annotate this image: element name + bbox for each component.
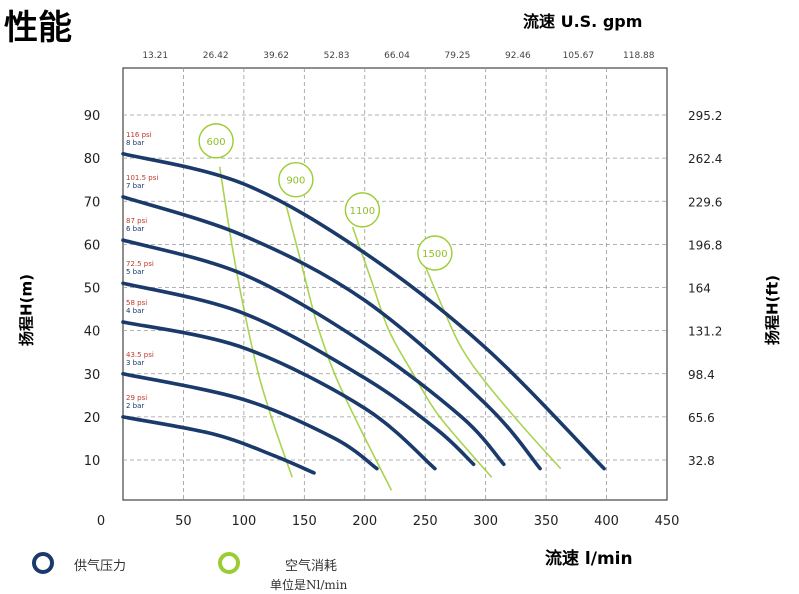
pressure-curve-bar-label: 7 bar xyxy=(126,182,144,190)
air-consumption-bubble xyxy=(198,123,234,159)
y2-tick-label: 164 xyxy=(688,282,711,296)
y2-tick-label: 98.4 xyxy=(688,368,715,382)
x-tick-label: 50 xyxy=(175,514,192,529)
y-tick-label: 90 xyxy=(84,109,101,124)
pressure-curve-bar-label: 2 bar xyxy=(126,402,144,410)
x2-tick-label: 66.04 xyxy=(384,51,410,61)
top-axis-title: 流速 U.S. gpm xyxy=(523,12,643,31)
pressure-curve-psi-label: 29 psi xyxy=(126,394,147,402)
pressure-curve-2 xyxy=(121,195,542,471)
pressure-curve-3 xyxy=(121,238,506,467)
x2-tick-label: 92.46 xyxy=(505,51,531,61)
pressure-curve-6 xyxy=(121,372,379,471)
pressure-legend-marker xyxy=(32,552,54,574)
x2-tick-label: 79.25 xyxy=(445,51,471,61)
y2-tick-label: 65.6 xyxy=(688,411,715,425)
air-legend-marker xyxy=(218,552,240,574)
y2-tick-label: 131.2 xyxy=(688,325,722,339)
x2-tick-label: 13.21 xyxy=(142,51,168,61)
pressure-curve-psi-label: 58 psi xyxy=(126,299,147,307)
pressure-curve-psi-label: 72.5 psi xyxy=(126,260,154,268)
pressure-curve-psi-label: 116 psi xyxy=(126,131,152,139)
pressure-curve-bar-label: 6 bar xyxy=(126,225,144,233)
y2-tick-label: 262.4 xyxy=(688,152,722,166)
pressure-curve-4 xyxy=(121,281,476,467)
pressure-curve-7 xyxy=(121,415,316,475)
air-consumption-curve-900 xyxy=(285,205,393,491)
y-tick-label: 30 xyxy=(84,368,101,383)
air-consumption-bubble xyxy=(344,192,381,228)
y-tick-label: 60 xyxy=(84,238,101,253)
air-consumption-bubble-label: 1500 xyxy=(422,249,447,260)
y-tick-label: 50 xyxy=(84,282,101,297)
air-legend-label: 空气消耗 xyxy=(285,559,338,574)
pressure-legend-label: 供气压力 xyxy=(74,559,127,574)
y2-tick-label: 196.8 xyxy=(688,238,722,252)
air-consumption-curve-600 xyxy=(218,166,293,478)
y2-tick-label: 229.6 xyxy=(688,195,722,209)
air-legend-unit: 单位是Nl/min xyxy=(270,578,348,592)
y-tick-label: 80 xyxy=(84,152,101,167)
air-consumption-curve-1500 xyxy=(424,265,562,470)
air-consumption-bubble-label: 900 xyxy=(286,176,305,187)
bottom-axis-title: 流速 l/min xyxy=(545,549,633,569)
pressure-curve-psi-label: 101.5 psi xyxy=(126,174,158,182)
pressure-curve-bar-label: 4 bar xyxy=(126,307,144,315)
x2-tick-label: 52.83 xyxy=(324,51,350,61)
y2-tick-label: 32.8 xyxy=(688,454,715,468)
pressure-curve-psi-label: 43.5 psi xyxy=(126,351,154,359)
y-tick-label: 10 xyxy=(84,454,101,469)
x-tick-label: 300 xyxy=(473,514,498,529)
y-tick-label: 70 xyxy=(84,195,101,210)
x2-tick-label: 39.62 xyxy=(263,51,289,61)
y-tick-label: 40 xyxy=(84,325,101,340)
air-consumption-bubble-label: 600 xyxy=(207,137,226,148)
page-title: 性能 xyxy=(4,8,72,48)
x-tick-label: 400 xyxy=(594,514,619,529)
x-tick-label: 100 xyxy=(231,514,256,529)
air-consumption-bubble xyxy=(417,235,453,271)
pressure-curve-bar-label: 8 bar xyxy=(126,139,144,147)
x-tick-label: 250 xyxy=(413,514,438,529)
pressure-curve-bar-label: 5 bar xyxy=(126,268,144,276)
air-consumption-bubble-label: 1100 xyxy=(350,206,375,217)
air-consumption-bubble xyxy=(278,161,314,198)
pressure-curve-1 xyxy=(121,152,606,471)
x-tick-label: 200 xyxy=(352,514,377,529)
pressure-curve-bar-label: 3 bar xyxy=(126,359,144,367)
y-tick-label: 20 xyxy=(84,411,101,426)
x-tick-label: 150 xyxy=(292,514,317,529)
pressure-curve-psi-label: 87 psi xyxy=(126,217,147,225)
x-tick-label: 0 xyxy=(97,514,105,529)
x2-tick-label: 118.88 xyxy=(623,51,655,61)
y2-tick-label: 295.2 xyxy=(688,109,722,123)
air-consumption-curve-1100 xyxy=(351,226,493,478)
x2-tick-label: 105.67 xyxy=(563,51,595,61)
x-tick-label: 450 xyxy=(655,514,680,529)
pressure-curve-5 xyxy=(121,320,437,471)
x2-tick-label: 26.42 xyxy=(203,51,229,61)
x-tick-label: 350 xyxy=(534,514,559,529)
